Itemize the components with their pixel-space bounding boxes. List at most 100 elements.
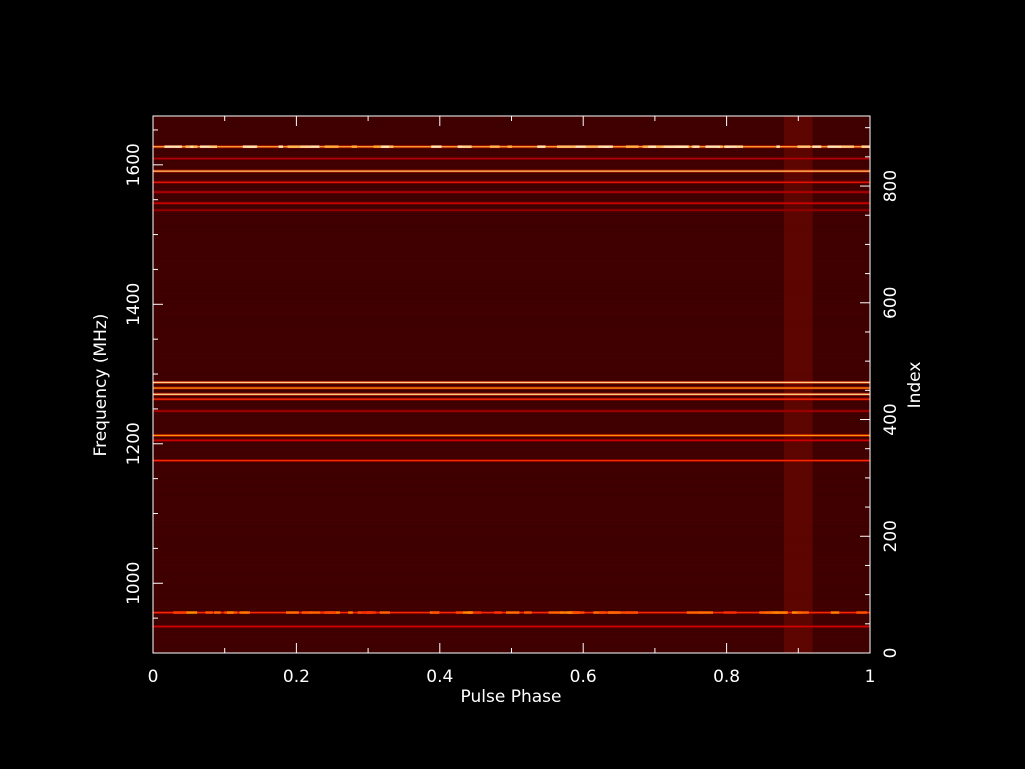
noise-row	[153, 558, 870, 559]
frequency-band	[153, 459, 870, 462]
heatmap-background	[153, 116, 870, 653]
noise-row	[153, 424, 870, 425]
band-structure	[621, 611, 636, 614]
band-structure	[812, 145, 822, 148]
band-structure	[173, 611, 187, 614]
band-structure	[593, 611, 605, 614]
noise-row	[153, 298, 870, 299]
noise-row	[153, 352, 870, 353]
band-structure	[239, 611, 250, 614]
frequency-band	[153, 439, 870, 441]
noise-row	[153, 378, 870, 379]
band-structure	[489, 145, 500, 148]
frequency-band	[153, 434, 870, 437]
noise-row	[153, 374, 870, 375]
band-structure	[776, 145, 780, 148]
noise-row	[153, 124, 870, 125]
band-structure	[649, 145, 664, 148]
noise-row	[153, 350, 870, 351]
noise-row	[153, 132, 870, 133]
noise-row	[153, 596, 870, 597]
noise-row	[153, 176, 870, 177]
noise-row	[153, 242, 870, 243]
x-tick-label: 0.2	[283, 667, 310, 687]
noise-row	[153, 444, 870, 445]
noise-row	[153, 280, 870, 281]
noise-row	[153, 618, 870, 619]
noise-row	[153, 128, 870, 129]
band-structure	[242, 145, 258, 148]
band-structure	[570, 611, 585, 614]
noise-row	[153, 384, 870, 385]
noise-row	[153, 340, 870, 341]
band-structure	[764, 611, 779, 614]
band-structure	[302, 611, 308, 614]
band-structure	[599, 611, 605, 614]
noise-row	[153, 582, 870, 583]
noise-row	[153, 326, 870, 327]
noise-row	[153, 406, 870, 407]
noise-row	[153, 226, 870, 227]
noise-row	[153, 136, 870, 137]
frequency-band	[153, 170, 870, 172]
noise-row	[153, 570, 870, 571]
noise-row	[153, 416, 870, 417]
noise-row	[153, 184, 870, 185]
band-structure	[604, 145, 613, 148]
frequency-band	[153, 202, 870, 204]
noise-row	[153, 638, 870, 639]
noise-row	[153, 430, 870, 431]
band-structure	[507, 145, 512, 148]
band-structure	[625, 145, 639, 148]
band-structure	[726, 145, 738, 148]
y-tick-label: 1600	[124, 143, 144, 186]
noise-row	[153, 528, 870, 529]
noise-row	[153, 546, 870, 547]
noise-row	[153, 214, 870, 215]
band-structure	[473, 611, 482, 614]
noise-row	[153, 186, 870, 187]
noise-row	[153, 150, 870, 151]
noise-row	[153, 336, 870, 337]
noise-row	[153, 516, 870, 517]
noise-row	[153, 360, 870, 361]
noise-row	[153, 514, 870, 515]
noise-row	[153, 422, 870, 423]
noise-row	[153, 484, 870, 485]
noise-row	[153, 346, 870, 347]
noise-row	[153, 492, 870, 493]
band-structure	[205, 611, 213, 614]
noise-row	[153, 190, 870, 191]
noise-row	[153, 368, 870, 369]
band-structure	[324, 145, 339, 148]
frequency-band	[153, 398, 870, 400]
noise-row	[153, 358, 870, 359]
noise-row	[153, 300, 870, 301]
band-structure	[797, 611, 809, 614]
noise-row	[153, 458, 870, 459]
noise-row	[153, 338, 870, 339]
noise-row	[153, 532, 870, 533]
noise-row	[153, 452, 870, 453]
noise-row	[153, 572, 870, 573]
axis-ticks	[152, 116, 871, 654]
y2-axis-title: Index	[905, 362, 925, 409]
noise-row	[153, 560, 870, 561]
band-structure	[305, 145, 320, 148]
band-structure	[384, 145, 394, 148]
noise-row	[153, 292, 870, 293]
band-structure	[361, 611, 377, 614]
noise-row	[153, 166, 870, 167]
noise-row	[153, 332, 870, 333]
noise-row	[153, 168, 870, 169]
frequency-band	[153, 393, 870, 395]
noise-row	[153, 224, 870, 225]
noise-row	[153, 476, 870, 477]
noise-row	[153, 414, 870, 415]
noise-row	[153, 468, 870, 469]
bright-phase-column	[783, 116, 813, 653]
noise-row	[153, 554, 870, 555]
noise-row	[153, 154, 870, 155]
noise-row	[153, 646, 870, 647]
band-structure	[199, 145, 212, 148]
